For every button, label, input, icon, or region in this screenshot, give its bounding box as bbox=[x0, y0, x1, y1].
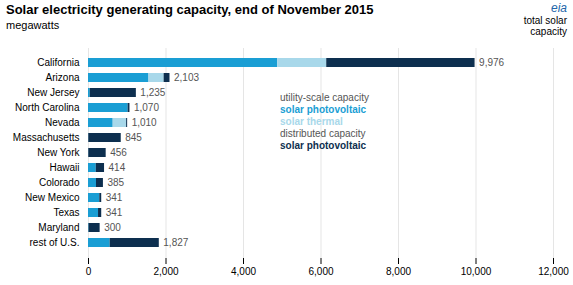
html-text:eia: eia bbox=[551, 1, 567, 15]
html-text:Solar electricity generating c: Solar electricity generating capacity, e… bbox=[6, 2, 374, 17]
svg-text:385: 385 bbox=[107, 177, 124, 188]
html-text:solar photovoltaic: solar photovoltaic bbox=[280, 140, 367, 151]
svg-text:9,976: 9,976 bbox=[479, 57, 504, 68]
svg-text:Hawaii: Hawaii bbox=[49, 162, 79, 173]
svg-text:6,000: 6,000 bbox=[308, 266, 333, 277]
svg-text:New Jersey: New Jersey bbox=[27, 87, 79, 98]
svg-text:California: California bbox=[37, 57, 80, 68]
svg-text:341: 341 bbox=[106, 207, 123, 218]
html-text:solar thermal: solar thermal bbox=[280, 116, 343, 127]
svg-text:300: 300 bbox=[104, 222, 121, 233]
svg-text:1,010: 1,010 bbox=[132, 117, 157, 128]
svg-text:456: 456 bbox=[110, 147, 127, 158]
svg-text:Texas: Texas bbox=[53, 207, 79, 218]
svg-text:North Carolina: North Carolina bbox=[15, 102, 80, 113]
svg-text:1,070: 1,070 bbox=[134, 102, 159, 113]
svg-text:845: 845 bbox=[125, 132, 142, 143]
svg-text:2,000: 2,000 bbox=[153, 266, 178, 277]
svg-text:1,827: 1,827 bbox=[163, 237, 188, 248]
svg-text:Colorado: Colorado bbox=[39, 177, 80, 188]
html-text:solar photovoltaic: solar photovoltaic bbox=[280, 104, 367, 115]
svg-text:12,000: 12,000 bbox=[538, 266, 569, 277]
html-text:total solar capacity: total solar capacity bbox=[523, 15, 567, 37]
svg-text:Massachusetts: Massachusetts bbox=[13, 132, 80, 143]
svg-text:4,000: 4,000 bbox=[231, 266, 256, 277]
svg-text:414: 414 bbox=[109, 162, 126, 173]
svg-text:Maryland: Maryland bbox=[38, 222, 79, 233]
svg-text:rest of U.S.: rest of U.S. bbox=[29, 237, 79, 248]
svg-text:New York: New York bbox=[37, 147, 80, 158]
svg-text:8,000: 8,000 bbox=[386, 266, 411, 277]
html-text:utility-scale capacity: utility-scale capacity bbox=[280, 92, 369, 103]
svg-text:1,235: 1,235 bbox=[140, 87, 165, 98]
svg-text:2,103: 2,103 bbox=[174, 72, 199, 83]
svg-text:Nevada: Nevada bbox=[45, 117, 80, 128]
svg-text:0: 0 bbox=[86, 266, 92, 277]
html-text:distributed capacity: distributed capacity bbox=[280, 128, 366, 139]
svg-text:Arizona: Arizona bbox=[46, 72, 80, 83]
svg-text:New Mexico: New Mexico bbox=[25, 192, 80, 203]
svg-text:10,000: 10,000 bbox=[461, 266, 492, 277]
svg-text:341: 341 bbox=[106, 192, 123, 203]
html-text:megawatts: megawatts bbox=[6, 19, 60, 31]
